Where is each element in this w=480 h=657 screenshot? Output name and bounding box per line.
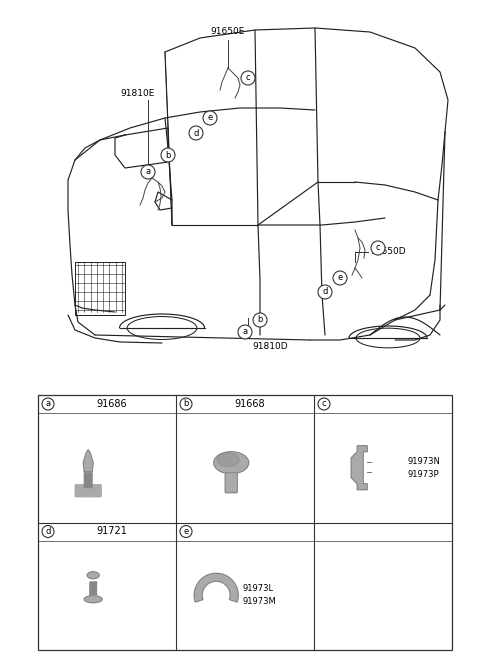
Ellipse shape: [84, 596, 102, 602]
Circle shape: [238, 325, 252, 339]
Circle shape: [253, 313, 267, 327]
FancyBboxPatch shape: [84, 476, 92, 478]
Text: d: d: [322, 288, 328, 296]
Circle shape: [318, 285, 332, 299]
Circle shape: [241, 71, 255, 85]
FancyBboxPatch shape: [84, 472, 92, 476]
Circle shape: [161, 148, 175, 162]
FancyBboxPatch shape: [84, 482, 92, 485]
Text: e: e: [337, 273, 343, 283]
FancyBboxPatch shape: [90, 586, 96, 589]
Text: b: b: [165, 150, 171, 160]
Ellipse shape: [217, 453, 239, 466]
FancyBboxPatch shape: [84, 478, 92, 482]
Polygon shape: [351, 445, 367, 489]
Circle shape: [333, 271, 347, 285]
Text: 91668: 91668: [235, 399, 265, 409]
Text: 91973P: 91973P: [408, 470, 440, 478]
Text: e: e: [183, 527, 189, 536]
FancyBboxPatch shape: [90, 594, 96, 598]
FancyBboxPatch shape: [75, 485, 101, 497]
Ellipse shape: [214, 452, 249, 474]
Bar: [38, 395, 452, 650]
Circle shape: [180, 526, 192, 537]
Circle shape: [141, 165, 155, 179]
Circle shape: [371, 241, 385, 255]
Text: d: d: [45, 527, 51, 536]
Text: c: c: [322, 399, 326, 409]
Text: e: e: [207, 114, 213, 122]
Text: 91973L: 91973L: [242, 584, 274, 593]
Circle shape: [189, 126, 203, 140]
Circle shape: [42, 398, 54, 410]
Ellipse shape: [87, 572, 99, 579]
Text: a: a: [145, 168, 151, 177]
Text: c: c: [376, 244, 380, 252]
Text: a: a: [242, 327, 248, 336]
Text: 91650E: 91650E: [211, 27, 245, 36]
Text: 91973N: 91973N: [408, 457, 441, 466]
Polygon shape: [194, 574, 238, 602]
Text: a: a: [46, 399, 50, 409]
Text: 91810D: 91810D: [252, 342, 288, 351]
Text: 91973M: 91973M: [242, 597, 276, 606]
Circle shape: [42, 526, 54, 537]
Circle shape: [180, 398, 192, 410]
FancyBboxPatch shape: [90, 582, 96, 585]
Circle shape: [203, 111, 217, 125]
Polygon shape: [83, 450, 93, 472]
Text: 91810E: 91810E: [120, 89, 155, 98]
Circle shape: [318, 398, 330, 410]
Text: c: c: [246, 74, 250, 83]
FancyBboxPatch shape: [90, 590, 96, 593]
Text: 91686: 91686: [96, 399, 127, 409]
Text: 91650D: 91650D: [370, 248, 406, 256]
Text: b: b: [183, 399, 189, 409]
FancyBboxPatch shape: [225, 473, 237, 493]
Text: b: b: [257, 315, 263, 325]
FancyBboxPatch shape: [84, 484, 92, 487]
Text: d: d: [193, 129, 199, 137]
Text: 91721: 91721: [96, 526, 127, 537]
